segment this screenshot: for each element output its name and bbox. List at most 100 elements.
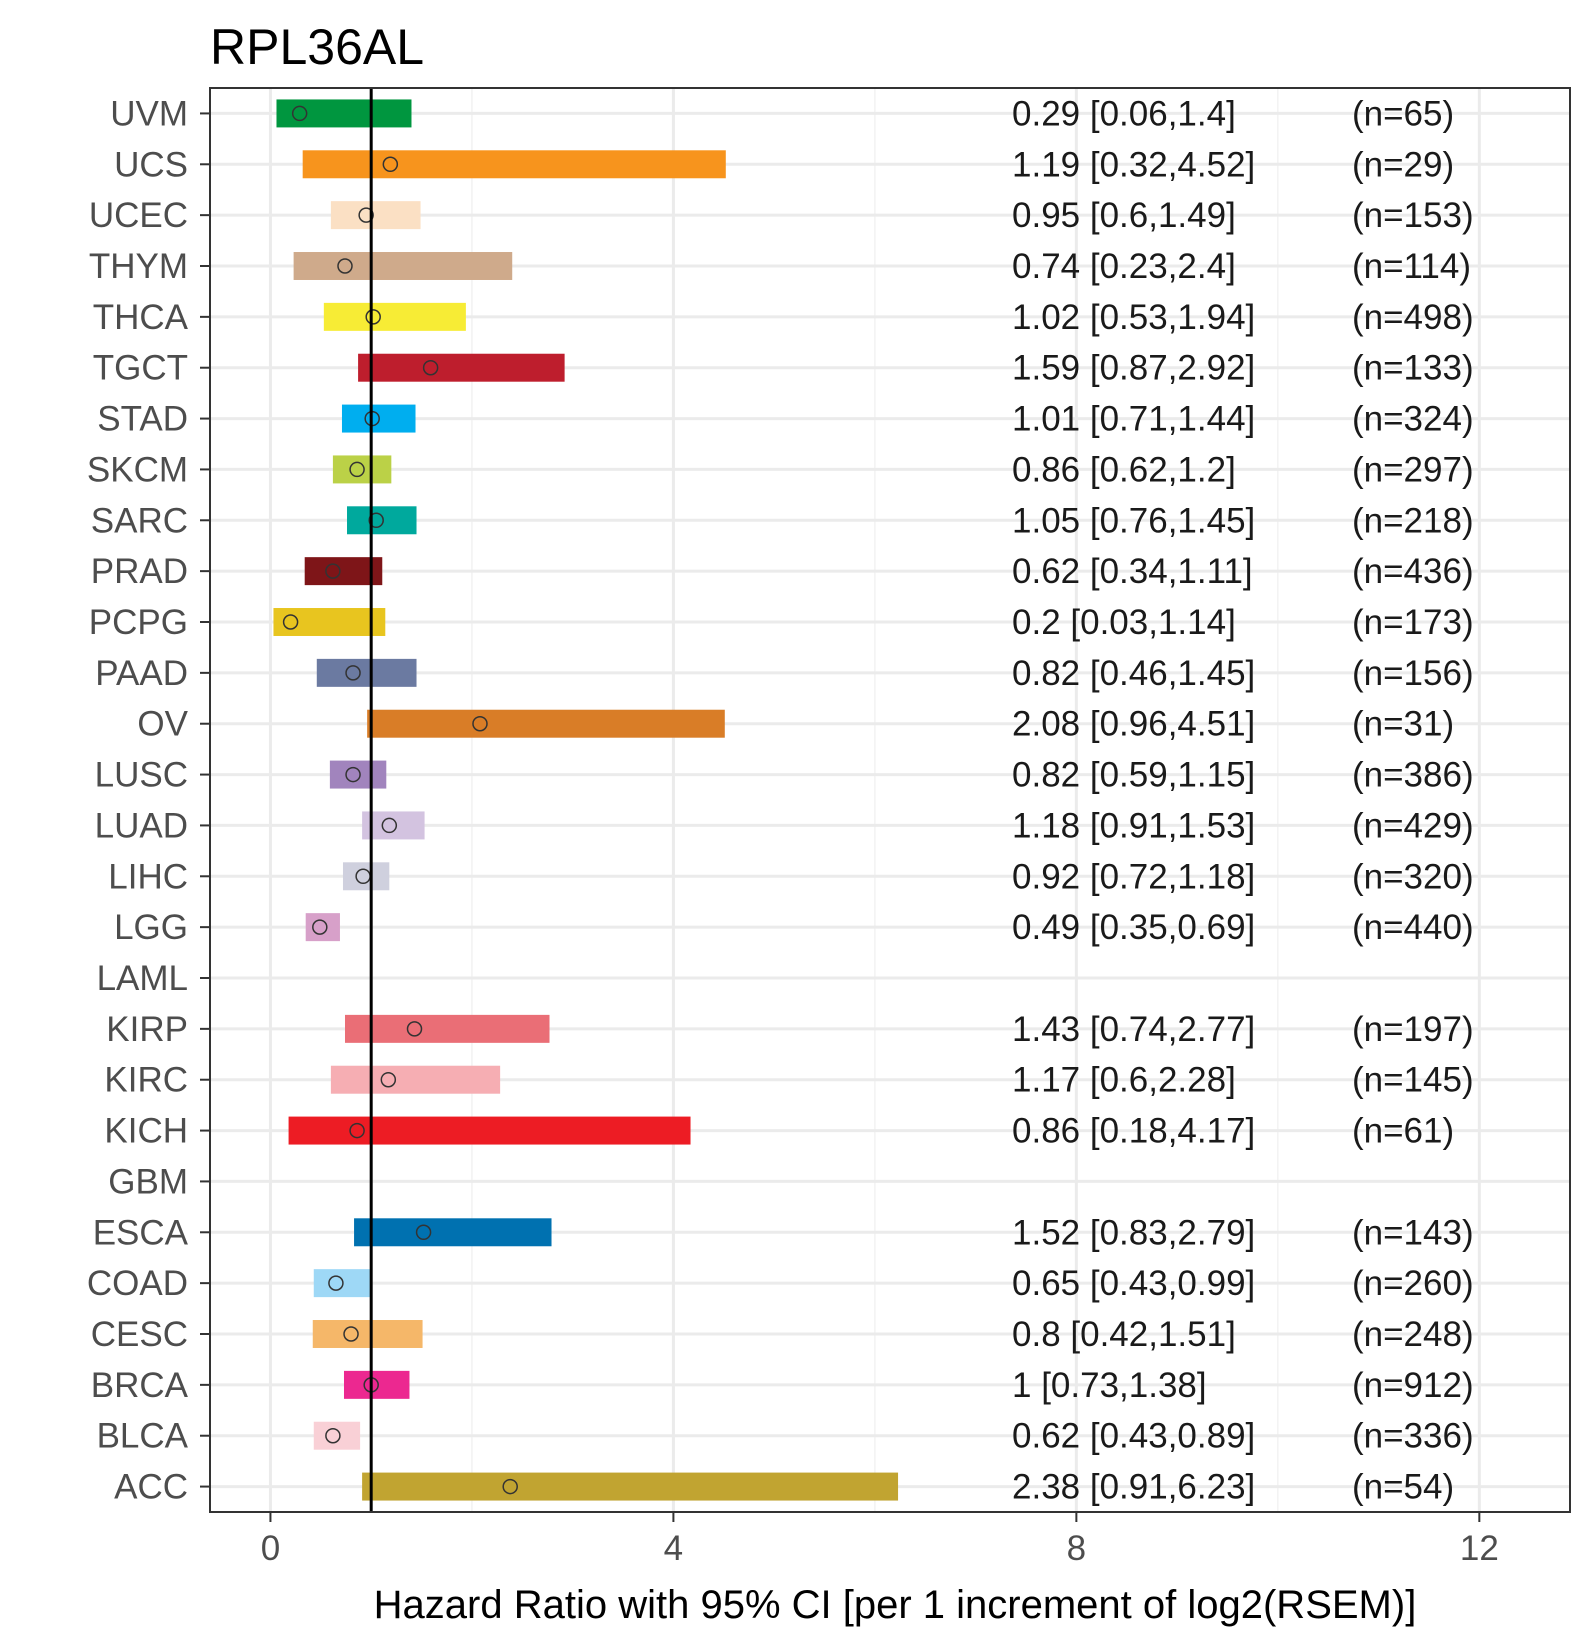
ci-bar-cesc	[312, 1320, 423, 1348]
x-axis-title: Hazard Ratio with 95% CI [per 1 incremen…	[374, 1583, 1417, 1627]
ci-bar-paad	[316, 658, 417, 687]
ci-bar-esca	[354, 1218, 552, 1247]
bar-layer	[273, 99, 899, 1501]
ci-bar-prad	[304, 557, 383, 586]
sample-size-label: (n=197)	[1352, 1010, 1474, 1049]
category-label: TGCT	[93, 349, 188, 388]
hr-ci-label: 1.52 [0.83,2.79]	[1012, 1213, 1255, 1252]
hr-ci-label: 1.17 [0.6,2.28]	[1012, 1061, 1236, 1100]
chart-title: RPL36AL	[210, 19, 425, 75]
axis-layer	[200, 112, 1481, 1522]
ci-bar-kirc	[330, 1065, 501, 1094]
hr-point-paad	[345, 665, 361, 681]
hr-ci-label: 0.95 [0.6,1.49]	[1012, 196, 1236, 235]
hr-ci-label: 0.8 [0.42,1.51]	[1012, 1315, 1236, 1354]
hr-point-acc	[502, 1478, 518, 1495]
sample-size-label: (n=114)	[1352, 247, 1471, 286]
ci-bar-uvm	[276, 99, 412, 128]
ci-bar-tgct	[358, 353, 565, 382]
hr-point-kirp	[406, 1021, 423, 1037]
hr-point-tgct	[422, 359, 439, 376]
hr-point-pcpg	[282, 614, 299, 630]
hr-point-esca	[415, 1224, 432, 1241]
hr-ci-label: 1 [0.73,1.38]	[1012, 1366, 1207, 1405]
sample-size-label: (n=29)	[1352, 145, 1454, 184]
category-label: PCPG	[89, 603, 188, 642]
hr-ci-label: 0.62 [0.34,1.11]	[1012, 552, 1253, 591]
sample-size-label: (n=153)	[1352, 196, 1474, 235]
hr-point-lusc	[345, 766, 361, 783]
ci-bar-thca	[323, 302, 466, 331]
hr-ci-label: 0.74 [0.23,2.4]	[1012, 247, 1236, 286]
sample-size-label: (n=65)	[1352, 94, 1454, 133]
category-label: LIHC	[108, 857, 188, 896]
sample-size-label: (n=336)	[1352, 1417, 1474, 1456]
hr-point-ucec	[358, 207, 374, 223]
ci-bar-lihc	[342, 862, 390, 891]
hr-point-luad	[381, 817, 398, 834]
sample-size-label: (n=324)	[1352, 400, 1474, 439]
category-label: LUSC	[95, 756, 188, 795]
ci-bar-pcpg	[273, 608, 386, 636]
ci-bar-ucs	[302, 150, 726, 179]
sample-size-label: (n=173)	[1352, 603, 1474, 642]
ci-bar-acc	[362, 1472, 899, 1501]
ci-bar-lusc	[329, 760, 387, 789]
category-label: PRAD	[91, 552, 188, 591]
hr-point-uvm	[291, 105, 308, 122]
category-label: KIRP	[106, 1010, 188, 1049]
hr-ci-label: 0.82 [0.59,1.15]	[1012, 756, 1255, 795]
hr-point-kich	[349, 1122, 365, 1139]
hr-ci-label: 0.86 [0.62,1.2]	[1012, 450, 1236, 489]
panel-border	[209, 87, 1571, 1513]
sample-size-label: (n=143)	[1352, 1213, 1474, 1252]
category-label: BRCA	[91, 1366, 189, 1405]
category-label: SKCM	[87, 450, 188, 489]
sample-size-label: (n=218)	[1352, 501, 1474, 540]
sample-size-label: (n=440)	[1352, 908, 1474, 947]
hr-ci-label: 1.59 [0.87,2.92]	[1012, 349, 1255, 388]
category-label: CESC	[91, 1315, 188, 1354]
x-tick-label: 12	[1460, 1529, 1499, 1568]
sample-size-label: (n=436)	[1352, 552, 1474, 591]
hr-point-thca	[365, 309, 381, 325]
ci-bar-sarc	[347, 506, 417, 535]
hr-ci-label: 0.2 [0.03,1.14]	[1012, 603, 1236, 642]
category-label: KIRC	[104, 1061, 188, 1100]
category-label: COAD	[87, 1264, 188, 1303]
sample-size-label: (n=320)	[1352, 857, 1474, 896]
sample-size-label: (n=133)	[1352, 349, 1474, 388]
hr-point-thym	[337, 258, 353, 274]
hr-point-ov	[472, 715, 488, 732]
label-layer: UVM 0.29 [0.06,1.4] (n=65) UCS 1.19 [0.32,4.…	[87, 94, 1499, 1568]
category-label: ESCA	[93, 1213, 189, 1252]
hr-ci-label: 0.86 [0.18,4.17]	[1012, 1112, 1255, 1151]
hr-point-ucs	[382, 156, 399, 173]
category-label: UCS	[114, 145, 188, 184]
hr-point-sarc	[368, 512, 384, 529]
x-tick-label: 8	[1067, 1529, 1086, 1568]
hr-ci-label: 1.05 [0.76,1.45]	[1012, 501, 1255, 540]
hr-ci-label: 0.49 [0.35,0.69]	[1012, 908, 1255, 947]
category-label: LAML	[97, 959, 188, 998]
sample-size-label: (n=156)	[1352, 654, 1474, 693]
hr-ci-label: 1.19 [0.32,4.52]	[1012, 145, 1255, 184]
category-label: ACC	[114, 1468, 188, 1507]
x-tick-label: 4	[664, 1529, 683, 1568]
hr-ci-label: 1.43 [0.74,2.77]	[1012, 1010, 1255, 1049]
category-label: LUAD	[95, 806, 188, 845]
ci-bar-blca	[313, 1421, 361, 1450]
hr-point-cesc	[343, 1326, 359, 1342]
category-label: THYM	[89, 247, 188, 286]
ci-bar-skcm	[332, 455, 392, 484]
hr-point-coad	[328, 1275, 344, 1291]
category-label: BLCA	[97, 1417, 189, 1456]
category-label: KICH	[104, 1112, 188, 1151]
ci-bar-lgg	[305, 913, 340, 942]
hr-point-lgg	[312, 919, 328, 935]
hr-ci-label: 1.18 [0.91,1.53]	[1012, 806, 1255, 845]
category-label: SARC	[91, 501, 188, 540]
ci-bar-brca	[343, 1370, 410, 1399]
hr-ci-label: 0.62 [0.43,0.89]	[1012, 1417, 1255, 1456]
